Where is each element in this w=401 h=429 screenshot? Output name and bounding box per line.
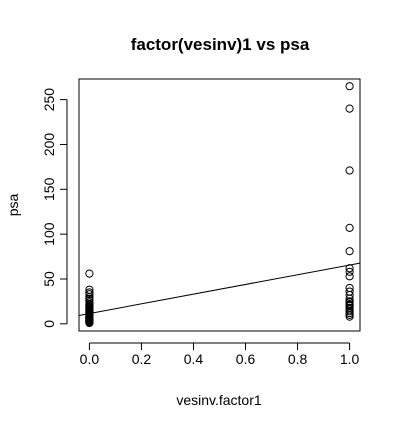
data-points [85,82,354,328]
data-point [85,318,94,328]
data-point [345,312,354,321]
x-tick-label: 0.8 [288,351,308,367]
y-axis-label: psa [5,194,21,217]
data-point [345,104,354,113]
y-tick-label: 200 [41,133,57,157]
x-axis: 0.0 0.2 0.4 0.6 0.8 1.0 [80,342,360,367]
plot-frame [78,78,361,332]
y-tick-label: 250 [41,88,57,112]
x-axis-label: vesinv.factor1 [176,392,262,408]
data-point [85,269,94,278]
y-tick-label: 100 [41,222,57,246]
y-axis: 0 50 100 150 200 250 [41,88,68,328]
data-point [85,290,94,299]
x-tick-label: 0.4 [184,351,204,367]
x-tick-label: 0.6 [236,351,256,367]
regression-line [78,262,361,316]
data-point [345,82,354,91]
x-tick-label: 1.0 [340,351,360,367]
data-point [345,272,354,281]
data-point [345,267,354,276]
data-point [345,166,354,175]
x-tick-label: 0.2 [132,351,152,367]
data-point [345,223,354,232]
y-tick-label: 50 [41,271,57,287]
data-point [345,247,354,256]
y-tick-label: 150 [41,177,57,201]
y-tick-label: 0 [41,320,57,328]
chart-title: factor(vesinv)1 vs psa [131,35,310,54]
x-tick-label: 0.0 [80,351,100,367]
